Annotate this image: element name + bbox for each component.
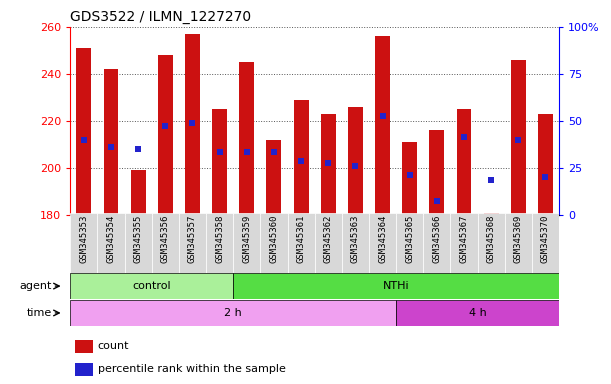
Point <box>541 174 551 180</box>
Bar <box>233 273 559 299</box>
Point <box>296 158 306 164</box>
Point <box>378 113 387 119</box>
Text: GSM345360: GSM345360 <box>269 215 279 263</box>
Bar <box>294 100 309 215</box>
Bar <box>70 273 233 299</box>
Text: time: time <box>27 308 52 318</box>
Bar <box>179 213 206 273</box>
Bar <box>97 213 125 273</box>
Text: count: count <box>98 341 129 351</box>
Point <box>133 146 143 152</box>
Text: GSM345354: GSM345354 <box>106 215 115 263</box>
Bar <box>423 213 450 273</box>
Bar <box>125 213 152 273</box>
Bar <box>396 213 423 273</box>
Point <box>432 198 442 204</box>
Bar <box>321 114 335 215</box>
Text: GSM345365: GSM345365 <box>405 215 414 263</box>
Bar <box>70 213 97 273</box>
Point <box>242 149 252 155</box>
Bar <box>206 213 233 273</box>
Text: GSM345363: GSM345363 <box>351 215 360 263</box>
Text: 4 h: 4 h <box>469 308 486 318</box>
Bar <box>152 213 179 273</box>
Text: GSM345369: GSM345369 <box>514 215 523 263</box>
Bar <box>532 213 559 273</box>
Point <box>351 162 360 169</box>
Text: NTHi: NTHi <box>383 281 409 291</box>
Text: GSM345355: GSM345355 <box>134 215 142 263</box>
Bar <box>348 107 363 215</box>
Bar <box>185 34 200 215</box>
Bar <box>478 213 505 273</box>
Text: GSM345362: GSM345362 <box>324 215 333 263</box>
Bar <box>158 55 173 215</box>
Text: agent: agent <box>20 281 52 291</box>
Text: GSM345358: GSM345358 <box>215 215 224 263</box>
Text: GSM345361: GSM345361 <box>296 215 306 263</box>
Bar <box>266 140 282 215</box>
Bar <box>402 142 417 215</box>
Point <box>79 137 89 143</box>
Text: GSM345366: GSM345366 <box>433 215 441 263</box>
Point <box>161 122 170 129</box>
Bar <box>131 170 145 215</box>
Bar <box>103 69 119 215</box>
Point <box>513 137 523 143</box>
Bar <box>450 213 478 273</box>
Text: percentile rank within the sample: percentile rank within the sample <box>98 364 285 374</box>
Text: GSM345367: GSM345367 <box>459 215 469 263</box>
Bar <box>538 114 553 215</box>
Text: GDS3522 / ILMN_1227270: GDS3522 / ILMN_1227270 <box>70 10 251 25</box>
Bar <box>260 213 288 273</box>
Text: GSM345364: GSM345364 <box>378 215 387 263</box>
Bar <box>396 300 559 326</box>
Text: GSM345368: GSM345368 <box>487 215 496 263</box>
Point <box>323 160 333 166</box>
Bar <box>430 131 444 215</box>
Point <box>106 144 116 150</box>
Point <box>459 134 469 141</box>
Bar <box>456 109 472 215</box>
Bar <box>70 300 396 326</box>
Text: GSM345359: GSM345359 <box>243 215 251 263</box>
Text: GSM345353: GSM345353 <box>79 215 89 263</box>
Bar <box>240 62 254 215</box>
Bar <box>76 48 91 215</box>
Text: 2 h: 2 h <box>224 308 242 318</box>
Bar <box>375 36 390 215</box>
Bar <box>75 339 93 353</box>
Bar <box>342 213 369 273</box>
Point <box>486 177 496 183</box>
Bar <box>212 109 227 215</box>
Bar <box>505 213 532 273</box>
Text: GSM345357: GSM345357 <box>188 215 197 263</box>
Bar <box>315 213 342 273</box>
Point <box>269 149 279 155</box>
Bar <box>484 213 499 215</box>
Point <box>188 120 197 126</box>
Text: control: control <box>133 281 171 291</box>
Point <box>405 172 415 178</box>
Point <box>214 149 224 155</box>
Bar <box>288 213 315 273</box>
Bar <box>511 60 526 215</box>
Bar <box>233 213 260 273</box>
Text: GSM345356: GSM345356 <box>161 215 170 263</box>
Text: GSM345370: GSM345370 <box>541 215 550 263</box>
Bar <box>369 213 396 273</box>
Bar <box>75 362 93 376</box>
